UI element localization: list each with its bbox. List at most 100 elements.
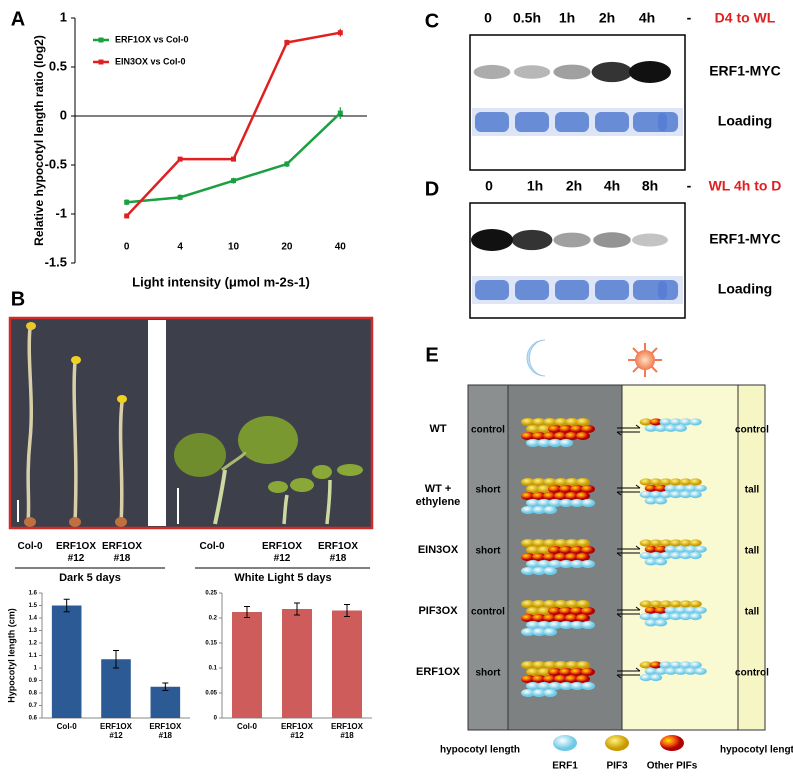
y-tick-label: 0	[60, 107, 67, 122]
protein-icon	[659, 552, 673, 560]
protein-band	[471, 229, 513, 251]
protein-icon	[581, 546, 595, 554]
protein-icon	[576, 661, 590, 669]
protein-icon	[679, 552, 692, 560]
protein-icon	[689, 552, 702, 560]
protein-icon	[537, 607, 551, 615]
protein-icon	[654, 619, 668, 627]
protein-icon	[548, 485, 562, 493]
legend-icon	[605, 735, 629, 751]
x-tick-label: ERF1OX #12	[280, 722, 313, 741]
protein-icon	[570, 621, 584, 629]
protein-icon	[674, 545, 687, 553]
protein-icon	[521, 600, 535, 608]
protein-icon	[537, 439, 551, 447]
protein-icon	[694, 606, 707, 614]
loading-band	[475, 280, 509, 300]
row-label: ERF1-MYC	[709, 63, 781, 79]
bar	[332, 610, 362, 718]
protein-icon	[654, 424, 668, 432]
protein-icon	[554, 675, 568, 683]
equilibrium-arrow	[616, 606, 641, 618]
protein-icon	[644, 497, 658, 505]
protein-icon	[689, 478, 702, 486]
y-tick-label: 0.6	[29, 716, 38, 722]
protein-icon	[526, 425, 540, 433]
protein-icon	[644, 484, 658, 492]
protein-band	[513, 65, 551, 79]
row-label: Loading	[718, 113, 772, 129]
x-tick-label: 4	[177, 242, 183, 253]
point	[337, 30, 343, 36]
protein-icon	[570, 668, 584, 676]
group-caption: Dark 5 days	[59, 572, 121, 584]
y-tick-label: 0.1	[209, 666, 218, 672]
bar	[282, 609, 312, 718]
protein-icon	[654, 484, 668, 492]
protein-icon	[581, 485, 595, 493]
protein-icon	[639, 674, 653, 682]
protein-icon	[537, 668, 551, 676]
lane-label: 8h	[642, 178, 658, 194]
protein-icon	[669, 600, 682, 608]
loading-band	[555, 280, 589, 300]
point	[337, 110, 343, 116]
x-tick-label: ERF1OX #12	[99, 722, 132, 741]
legend-label: ERF1OX vs Col-0	[115, 34, 189, 44]
protein-icon	[543, 492, 557, 500]
protein-icon	[576, 675, 590, 683]
protein-icon	[679, 661, 692, 669]
protein-icon	[644, 606, 658, 614]
equilibrium-arrow	[616, 667, 641, 679]
protein-icon	[679, 539, 692, 547]
protein-icon	[554, 478, 568, 486]
protein-icon	[521, 661, 535, 669]
loading-band	[515, 280, 549, 300]
protein-icon	[543, 600, 557, 608]
protein-icon	[659, 600, 673, 608]
protein-icon	[659, 613, 673, 621]
lane-label: -	[687, 178, 692, 194]
legend-swatch	[98, 37, 104, 43]
protein-icon	[548, 682, 562, 690]
legend-icon	[553, 735, 577, 751]
y-tick-label: 1.2	[29, 641, 38, 647]
protein-icon	[639, 418, 653, 426]
genotype-label: WT + ethylene	[415, 483, 461, 508]
protein-icon	[565, 418, 579, 426]
equilibrium-arrow	[616, 424, 641, 436]
loading-band	[555, 112, 589, 132]
protein-icon	[554, 600, 568, 608]
loading-band	[515, 112, 549, 132]
protein-icon	[548, 621, 562, 629]
protein-icon	[639, 600, 653, 608]
loading-band	[595, 280, 629, 300]
protein-icon	[669, 478, 682, 486]
protein-icon	[674, 424, 687, 432]
protein-icon	[554, 539, 568, 547]
protein-icon	[521, 432, 535, 440]
y-tick-label: 1.5	[29, 603, 38, 609]
y-tick-label: 1	[60, 9, 67, 24]
protein-icon	[679, 478, 692, 486]
loading-band	[595, 112, 629, 132]
protein-icon	[669, 613, 682, 621]
y-tick-label: 1.3	[29, 628, 38, 634]
x-axis-title: Light intensity (μmol m-2s-1)	[132, 274, 310, 289]
light-phenotype: tall	[745, 485, 760, 496]
lane-label: ERF1OX #12	[55, 541, 96, 564]
protein-icon	[694, 545, 707, 553]
protein-icon	[576, 614, 590, 622]
protein-icon	[684, 606, 697, 614]
protein-icon	[543, 661, 557, 669]
protein-icon	[669, 539, 682, 547]
protein-icon	[559, 485, 573, 493]
protein-icon	[694, 667, 707, 675]
condition-label: D4 to WL	[715, 10, 776, 26]
legend-label: EIN3OX vs Col-0	[115, 56, 186, 66]
protein-icon	[664, 667, 678, 675]
protein-icon	[654, 558, 668, 566]
protein-icon	[694, 484, 707, 492]
legend-label: ERF1	[552, 761, 578, 772]
protein-icon	[532, 418, 546, 426]
